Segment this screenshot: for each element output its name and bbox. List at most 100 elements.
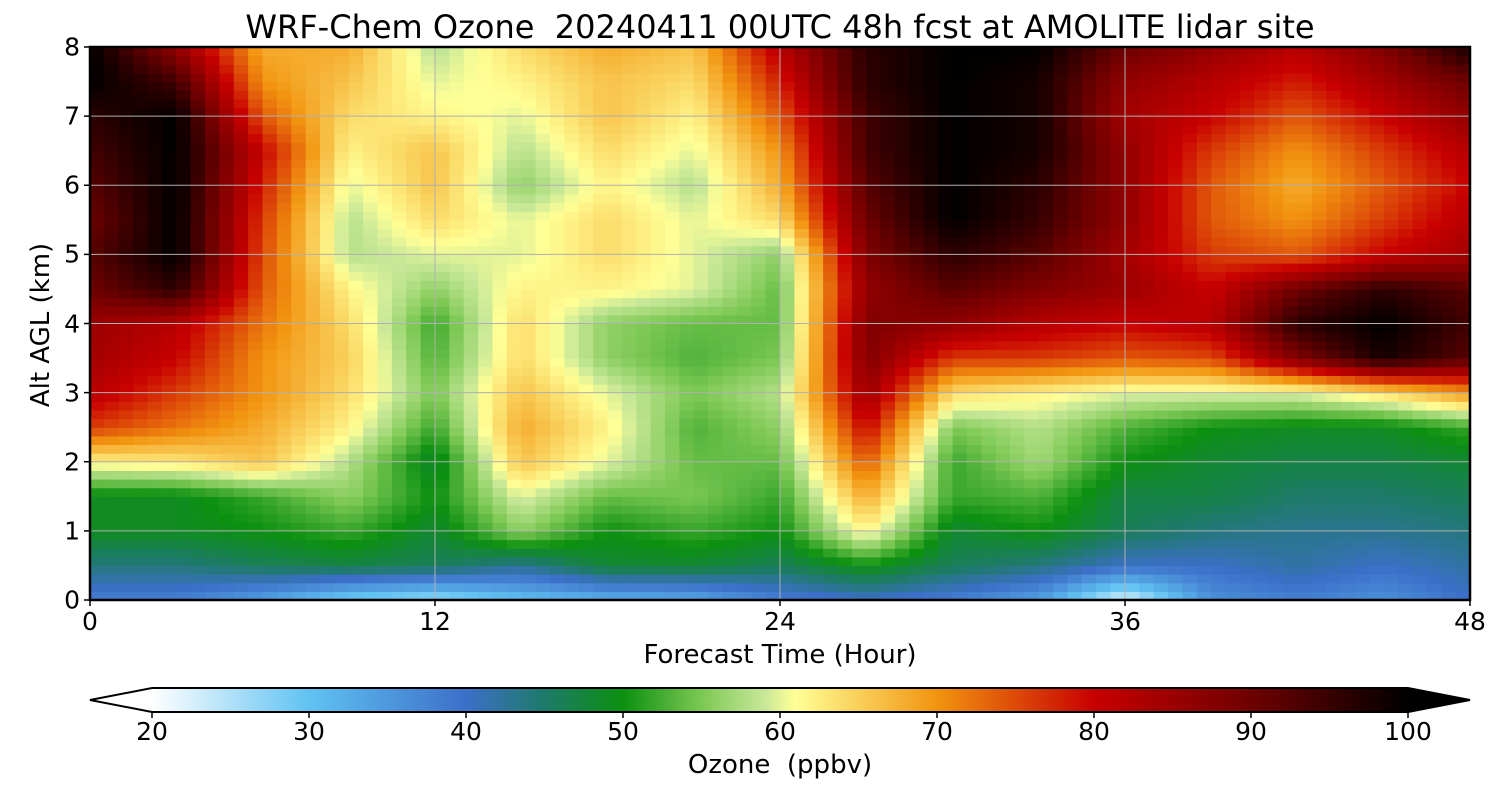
heatmap-cell bbox=[161, 167, 177, 178]
heatmap-cell bbox=[880, 185, 896, 195]
heatmap-cell bbox=[1125, 280, 1140, 290]
heatmap-cell bbox=[133, 461, 149, 471]
heatmap-cell bbox=[449, 167, 465, 178]
heatmap-cell bbox=[550, 530, 565, 541]
heatmap-cell bbox=[636, 409, 652, 420]
heatmap-cell bbox=[492, 453, 508, 463]
heatmap-cell bbox=[1211, 159, 1227, 169]
heatmap-cell bbox=[320, 582, 335, 592]
heatmap-cell bbox=[521, 288, 537, 299]
heatmap-cell bbox=[621, 211, 637, 221]
heatmap-cell bbox=[262, 340, 278, 351]
heatmap-cell bbox=[1412, 513, 1428, 523]
heatmap-cell bbox=[233, 470, 249, 480]
heatmap-cell bbox=[205, 323, 220, 333]
heatmap-cell bbox=[880, 150, 896, 160]
heatmap-cell bbox=[205, 288, 220, 299]
heatmap-cell bbox=[736, 185, 752, 195]
heatmap-cell bbox=[550, 263, 565, 273]
heatmap-cell bbox=[1340, 591, 1356, 600]
heatmap-cell bbox=[478, 366, 494, 376]
heatmap-cell bbox=[722, 358, 738, 368]
heatmap-cell bbox=[1110, 280, 1126, 290]
heatmap-cell bbox=[1096, 323, 1112, 333]
heatmap-cell bbox=[248, 245, 264, 255]
heatmap-cell bbox=[736, 574, 752, 584]
heatmap-cell bbox=[176, 556, 192, 567]
heatmap-cell bbox=[1283, 193, 1299, 204]
heatmap-cell bbox=[1038, 383, 1054, 394]
heatmap-cell bbox=[435, 479, 450, 489]
heatmap-cell bbox=[305, 591, 321, 600]
heatmap-cell bbox=[765, 479, 781, 489]
heatmap-cell bbox=[104, 358, 120, 368]
heatmap-cell bbox=[794, 444, 810, 454]
heatmap-cell bbox=[334, 271, 350, 281]
heatmap-cell bbox=[895, 176, 910, 186]
heatmap-cell bbox=[1297, 228, 1313, 238]
heatmap-cell bbox=[966, 245, 982, 255]
heatmap-cell bbox=[1455, 409, 1470, 420]
heatmap-cell bbox=[1225, 193, 1241, 204]
heatmap-cell bbox=[176, 409, 192, 420]
heatmap-cell bbox=[1326, 470, 1342, 480]
heatmap-cell bbox=[1326, 496, 1342, 506]
heatmap-cell bbox=[219, 150, 235, 160]
heatmap-cell bbox=[650, 383, 666, 394]
heatmap-cell bbox=[291, 470, 307, 480]
heatmap-cell bbox=[133, 565, 149, 575]
heatmap-cell bbox=[391, 539, 407, 549]
heatmap-cell bbox=[1081, 167, 1097, 178]
heatmap-cell bbox=[1168, 530, 1184, 541]
heatmap-cell bbox=[1311, 332, 1327, 342]
heatmap-cell bbox=[118, 340, 134, 351]
heatmap-cell bbox=[1153, 504, 1169, 515]
heatmap-cell bbox=[133, 504, 149, 515]
heatmap-cell bbox=[765, 358, 781, 368]
heatmap-cell bbox=[1311, 461, 1327, 471]
heatmap-cell bbox=[1268, 185, 1284, 195]
heatmap-cell bbox=[219, 392, 235, 402]
heatmap-cell bbox=[1125, 366, 1140, 376]
heatmap-cell bbox=[1426, 349, 1442, 359]
heatmap-cell bbox=[118, 444, 134, 454]
heatmap-cell bbox=[1441, 254, 1457, 264]
heatmap-cell bbox=[521, 530, 537, 541]
heatmap-cell bbox=[1369, 591, 1385, 600]
heatmap-cell bbox=[1383, 245, 1399, 255]
heatmap-cell bbox=[923, 453, 939, 463]
heatmap-cell bbox=[377, 314, 393, 325]
heatmap-cell bbox=[492, 522, 508, 532]
heatmap-cell bbox=[248, 401, 264, 411]
heatmap-cell bbox=[276, 314, 292, 325]
heatmap-cell bbox=[133, 409, 149, 420]
heatmap-cell bbox=[593, 539, 609, 549]
heatmap-cell bbox=[621, 271, 637, 281]
heatmap-cell bbox=[1268, 409, 1284, 420]
heatmap-cell bbox=[406, 228, 422, 238]
heatmap-cell bbox=[305, 159, 321, 169]
heatmap-cell bbox=[1369, 193, 1385, 204]
heatmap-cell bbox=[1326, 574, 1342, 584]
heatmap-cell bbox=[636, 375, 652, 385]
heatmap-cell bbox=[391, 383, 407, 394]
heatmap-cell bbox=[736, 383, 752, 394]
heatmap-cell bbox=[564, 211, 580, 221]
heatmap-cell bbox=[995, 582, 1011, 592]
heatmap-cell bbox=[1125, 591, 1140, 600]
heatmap-cell bbox=[765, 548, 781, 558]
heatmap-cell bbox=[808, 383, 824, 394]
heatmap-cell bbox=[248, 565, 264, 575]
heatmap-cell bbox=[1053, 392, 1069, 402]
heatmap-cell bbox=[190, 176, 206, 186]
heatmap-cell bbox=[205, 530, 220, 541]
heatmap-cell bbox=[320, 591, 335, 600]
heatmap-cell bbox=[104, 522, 120, 532]
heatmap-cell bbox=[679, 358, 695, 368]
heatmap-cell bbox=[1283, 522, 1299, 532]
heatmap-cell bbox=[118, 167, 134, 178]
heatmap-cell bbox=[1010, 332, 1025, 342]
heatmap-cell bbox=[420, 263, 436, 273]
heatmap-cell bbox=[550, 254, 565, 264]
heatmap-cell bbox=[320, 574, 335, 584]
